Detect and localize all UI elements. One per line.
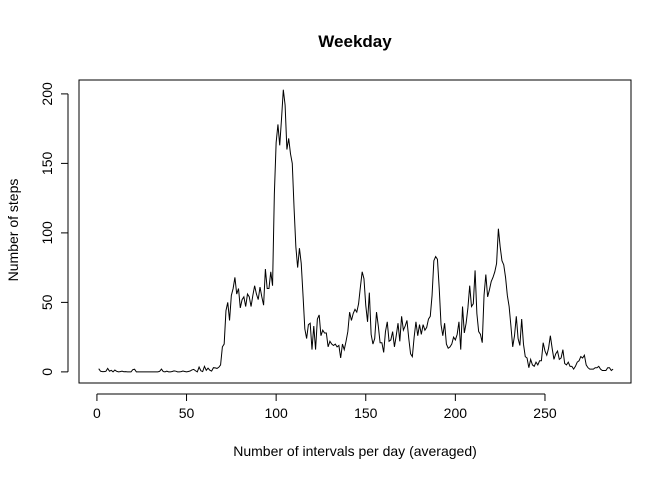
y-axis: 0 50 100 150 200 — [39, 82, 69, 376]
x-tick-label: 250 — [533, 405, 557, 421]
y-tick-label: 100 — [39, 221, 55, 245]
y-tick-label: 200 — [39, 82, 55, 106]
y-axis-label: Number of steps — [5, 179, 21, 282]
x-tick-label: 200 — [444, 405, 468, 421]
x-axis-label: Number of intervals per day (averaged) — [233, 443, 477, 459]
x-axis: 0 50 100 150 200 250 — [93, 393, 557, 421]
plot-frame — [78, 79, 632, 384]
y-tick-label: 150 — [39, 152, 55, 176]
y-tick-label: 50 — [39, 294, 55, 310]
series-line-weekday — [98, 89, 614, 373]
y-tick-label: 0 — [39, 368, 55, 376]
x-tick-label: 100 — [264, 405, 288, 421]
x-tick-label: 50 — [179, 405, 195, 421]
x-tick-label: 150 — [354, 405, 378, 421]
chart-title: Weekday — [318, 32, 392, 51]
x-tick-label: 0 — [93, 405, 101, 421]
